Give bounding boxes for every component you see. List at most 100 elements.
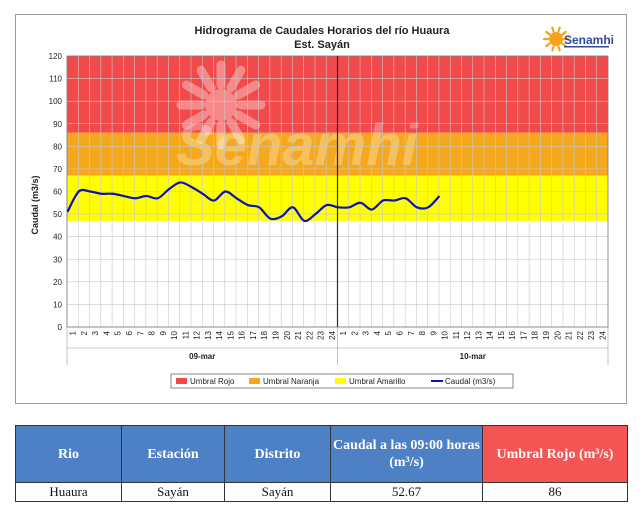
x-tick-label: 15 [497, 330, 506, 339]
watermark-ray [181, 110, 209, 130]
x-tick-label: 1 [69, 330, 78, 335]
y-tick-label: 110 [49, 75, 62, 84]
x-tick-label: 24 [328, 330, 337, 339]
x-tick-label: 10 [170, 330, 179, 339]
x-tick-label: 4 [373, 330, 382, 335]
y-axis-title: Caudal (m3/s) [30, 175, 40, 234]
x-tick-label: 2 [80, 330, 89, 335]
cell-distrito: Sayán [224, 482, 331, 502]
cell-rio: Huaura [15, 482, 122, 502]
header-estacion: Estación [121, 425, 225, 483]
x-tick-label: 14 [215, 330, 224, 339]
x-tick-label: 21 [294, 330, 303, 339]
cell-umbral-rojo: 86 [482, 482, 628, 502]
x-tick-label: 7 [407, 330, 416, 335]
y-tick-label: 60 [53, 188, 62, 197]
logo-ray [545, 42, 551, 48]
x-tick-label: 12 [193, 330, 202, 339]
x-tick-label: 21 [565, 330, 574, 339]
x-tick-label: 24 [598, 330, 607, 339]
y-tick-label: 100 [49, 97, 63, 106]
header-distrito: Distrito [224, 425, 331, 483]
x-tick-label: 8 [148, 330, 157, 335]
x-tick-label: 18 [260, 330, 269, 339]
legend-label: Umbral Naranja [263, 377, 320, 386]
x-tick-label: 5 [114, 330, 123, 335]
x-tick-label: 14 [486, 330, 495, 339]
x-tick-label: 7 [136, 330, 145, 335]
y-tick-label: 70 [53, 165, 62, 174]
x-tick-label: 13 [204, 330, 213, 339]
x-tick-label: 23 [587, 330, 596, 339]
y-tick-label: 20 [53, 278, 62, 287]
x-tick-label: 1 [339, 330, 348, 335]
x-tick-label: 5 [384, 330, 393, 335]
x-tick-label: 15 [226, 330, 235, 339]
station-info-table: Rio Estación Distrito Caudal a las 09:00… [15, 425, 628, 502]
logo-ray [551, 45, 555, 52]
logo-ray [551, 26, 555, 33]
header-caudal: Caudal a las 09:00 horas (m³/s) [330, 425, 483, 483]
watermark-text: Senamhi [176, 113, 420, 178]
legend-label: Caudal (m3/s) [445, 377, 496, 386]
watermark-ray [233, 80, 261, 100]
y-tick-label: 50 [53, 210, 62, 219]
chart-subtitle: Est. Sayán [294, 39, 350, 51]
cell-caudal: 52.67 [330, 482, 483, 502]
x-tick-label: 3 [91, 330, 100, 335]
series-line-caudal [66, 181, 441, 223]
x-tick-label: 6 [395, 330, 404, 335]
table-header-row: Rio Estación Distrito Caudal a las 09:00… [15, 425, 628, 483]
watermark-ray [196, 117, 216, 145]
senamhi-logo: Senamhi [542, 26, 614, 52]
y-tick-label: 90 [53, 120, 62, 129]
x-tick-label: 20 [553, 330, 562, 339]
x-tick-label: 23 [317, 330, 326, 339]
legend-label: Umbral Amarillo [349, 377, 406, 386]
x-tick-label: 18 [531, 330, 540, 339]
y-tick-label: 120 [49, 52, 63, 61]
x-tick-label: 19 [542, 330, 551, 339]
x-tick-label: 22 [305, 330, 314, 339]
y-tick-label: 80 [53, 142, 62, 151]
x-tick-label: 22 [576, 330, 585, 339]
legend-swatch [249, 378, 260, 384]
y-tick-label: 10 [53, 300, 62, 309]
logo-ray [545, 30, 551, 36]
x-tick-label: 11 [181, 330, 190, 339]
logo-ray [561, 30, 567, 36]
x-tick-label: 16 [508, 330, 517, 339]
header-rio: Rio [15, 425, 122, 483]
y-tick-label: 0 [58, 323, 63, 332]
y-tick-label: 30 [53, 255, 62, 264]
x-tick-label: 8 [418, 330, 427, 335]
legend-label: Umbral Rojo [190, 377, 235, 386]
watermark-ray [181, 80, 209, 100]
x-tick-label: 2 [350, 330, 359, 335]
x-tick-label: 20 [283, 330, 292, 339]
chart-frame: Senamhi 0 10 20 30 40 50 60 70 80 90 100 110 120 1 2 3 4… [15, 14, 627, 404]
logo-ray [557, 26, 561, 33]
x-tick-label: 16 [238, 330, 247, 339]
x-tick-label: 4 [102, 330, 111, 335]
x-tick-label: 19 [272, 330, 281, 339]
legend-swatch [335, 378, 346, 384]
x-tick-label: 6 [125, 330, 134, 335]
x-tick-label: 13 [474, 330, 483, 339]
header-umbral-rojo: Umbral Rojo (m³/s) [482, 425, 628, 483]
watermark-ray [233, 110, 261, 130]
y-tick-label: 40 [53, 233, 62, 242]
x-tick-label: 12 [463, 330, 472, 339]
watermark-ray [196, 65, 216, 93]
legend-swatch [176, 378, 187, 384]
x-tick-label: 17 [519, 330, 528, 339]
day-label: 09-mar [189, 352, 215, 361]
logo-ray [557, 45, 561, 52]
table-row: Huaura Sayán Sayán 52.67 86 [15, 482, 628, 502]
x-tick-label: 17 [249, 330, 258, 339]
logo-tagline [564, 46, 609, 48]
day-label: 10-mar [460, 352, 486, 361]
x-tick-label: 3 [362, 330, 371, 335]
x-tick-label: 9 [159, 330, 168, 335]
